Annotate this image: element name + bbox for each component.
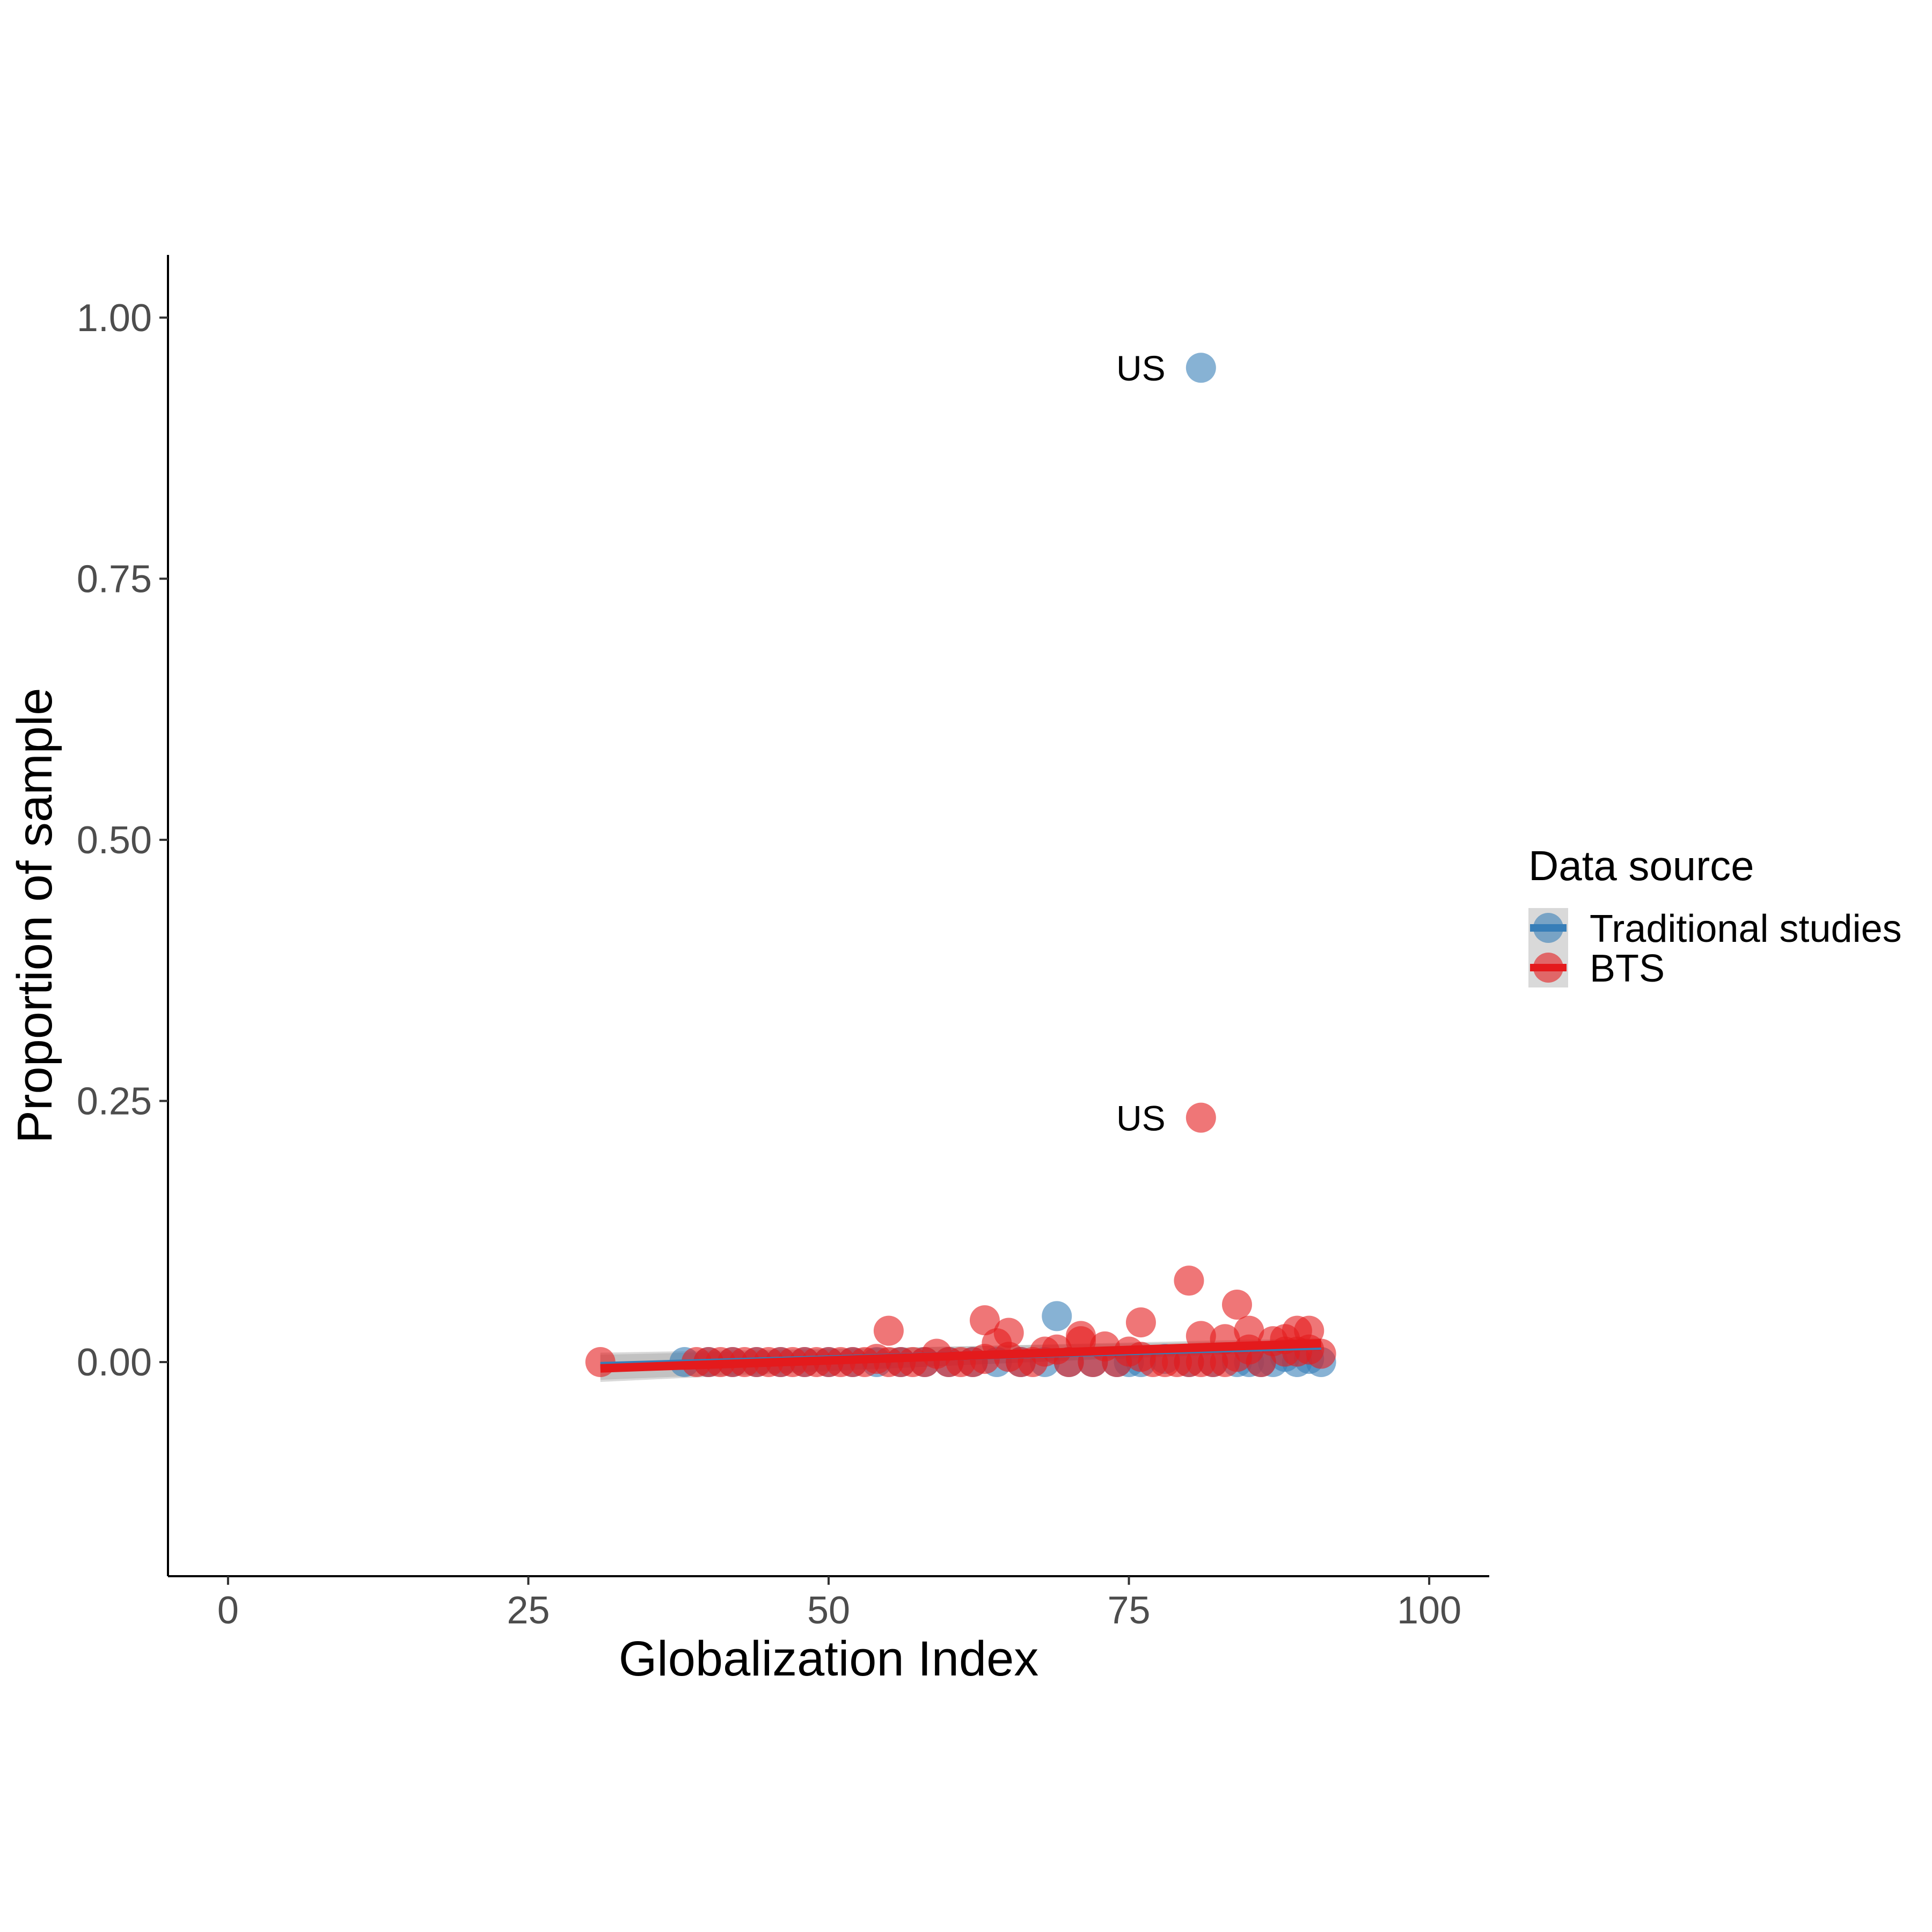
legend: Data source Traditional studies BTS: [1528, 842, 1902, 990]
x-tick-label: 25: [507, 1589, 550, 1632]
data-point-traditional-studies: [1185, 353, 1216, 383]
legend-label-bts: BTS: [1590, 947, 1665, 990]
data-point-bts: [1185, 1102, 1216, 1133]
x-tick-label: 100: [1397, 1589, 1461, 1632]
axes-layer: [167, 255, 1489, 1577]
legend-label-traditional-studies: Traditional studies: [1590, 908, 1902, 950]
legend-key-bts: [1528, 948, 1568, 987]
data-point-bts: [873, 1315, 904, 1346]
legend-key-traditional-studies: [1528, 908, 1568, 948]
annotation-layer: US US: [1116, 348, 1166, 1138]
x-axis-title: Globalization Index: [619, 1631, 1039, 1686]
y-tick-label: 0.50: [77, 819, 152, 862]
tick-layer: 0 25 50 75 100 0.00 0.25 0.50 0.75 1.00: [77, 297, 1461, 1632]
y-tick-label: 0.00: [77, 1341, 152, 1384]
x-tick-label: 0: [217, 1589, 239, 1632]
y-tick-label: 0.75: [77, 558, 152, 601]
x-tick-label: 75: [1107, 1589, 1150, 1632]
y-axis-title: Proportion of sample: [8, 688, 62, 1144]
data-point-traditional-studies: [1042, 1301, 1072, 1331]
annotation-label: US: [1116, 1099, 1166, 1138]
annotation-label: US: [1116, 348, 1166, 388]
data-point-bts: [1125, 1307, 1156, 1338]
x-tick-label: 50: [807, 1589, 850, 1632]
data-point-bts: [993, 1318, 1024, 1348]
legend-title: Data source: [1528, 842, 1754, 889]
data-point-bts: [969, 1305, 1000, 1336]
trend-lines-layer: [600, 1338, 1321, 1373]
data-point-bts: [1221, 1289, 1252, 1320]
y-tick-label: 0.25: [77, 1080, 152, 1123]
data-point-bts: [1174, 1265, 1204, 1296]
y-tick-label: 1.00: [77, 297, 152, 340]
trend-line-bts: [600, 1338, 1321, 1373]
data-points-layer: [585, 353, 1336, 1378]
